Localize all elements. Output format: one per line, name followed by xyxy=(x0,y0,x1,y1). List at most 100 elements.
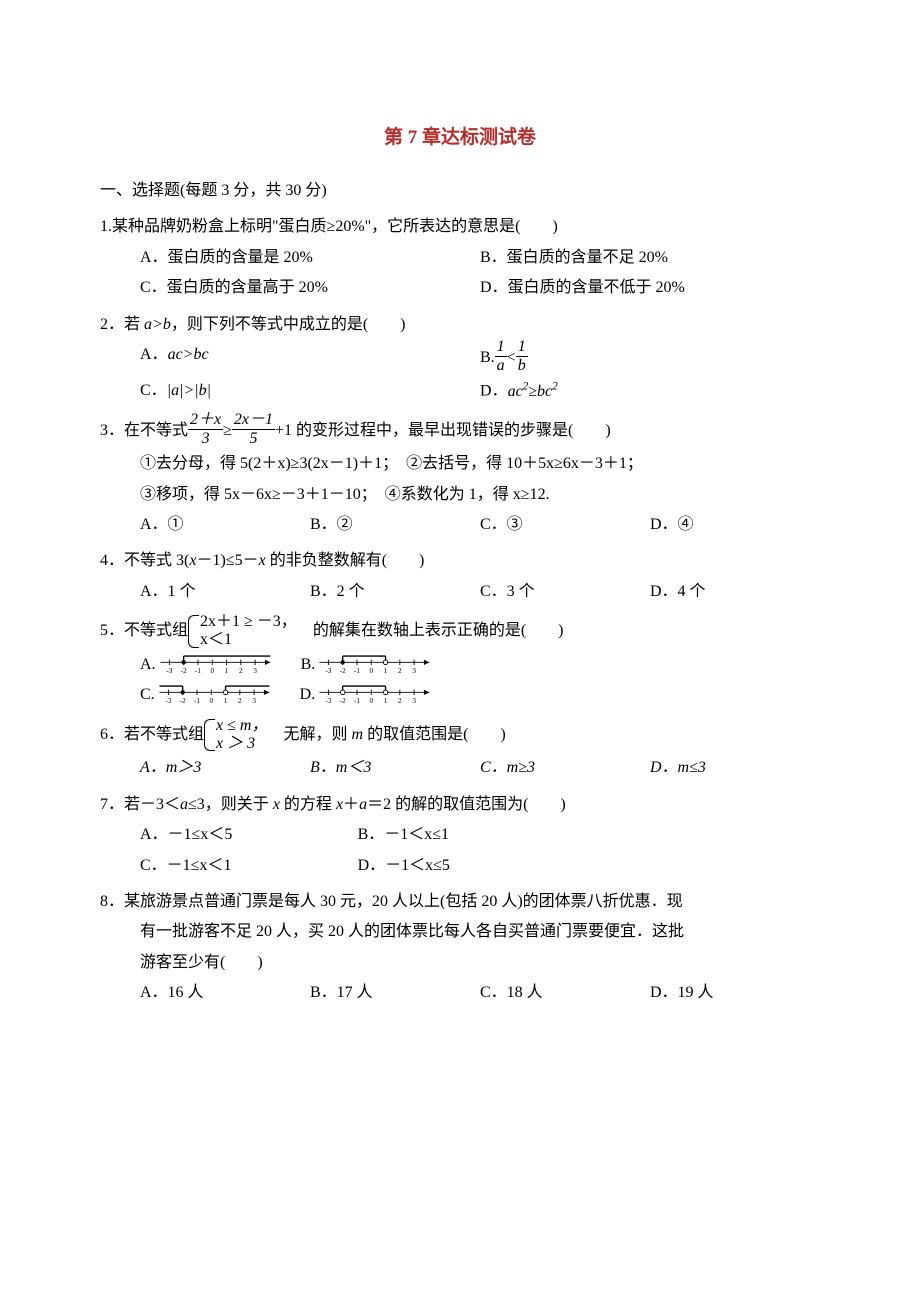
q3-body2: ③移项，得 5x－6x≥－3＋1－10； ④系数化为 1，得 x≥12. xyxy=(100,480,820,510)
q6-pre: 6．若不等式组 xyxy=(100,726,204,743)
q2-c-math: |a|>|b| xyxy=(167,382,211,399)
q1-opts-row1: A．蛋白质的含量是 20% B．蛋白质的含量不足 20% xyxy=(100,243,820,273)
q2-stem: 2．若 a>b，则下列不等式中成立的是( ) xyxy=(100,310,820,340)
svg-text:1: 1 xyxy=(223,697,227,705)
q2-d-pre: D． xyxy=(480,383,508,400)
q5-c-label: C. xyxy=(140,680,155,710)
q2-stem-pre: 2．若 xyxy=(100,316,144,333)
q5-row2: C. -3 -2 -1 0 1 2 3 xyxy=(100,680,820,710)
q3-pre: 3．在不等式 xyxy=(100,422,188,439)
q4-pre: 4．不等式 3(x－1)≤5－x 的非负整数解有( ) xyxy=(100,552,424,569)
q3-opt-b: B．② xyxy=(310,510,480,540)
q6-opts: A．m＞3 B．m＜3 C．m≥3 D．m≤3 xyxy=(100,753,820,783)
svg-text:-3: -3 xyxy=(165,697,171,705)
q2-stem-math: a>b xyxy=(144,316,171,333)
q8-opts: A．16 人 B．17 人 C．18 人 D．19 人 xyxy=(100,978,820,1008)
svg-text:-1: -1 xyxy=(195,667,201,675)
svg-text:0: 0 xyxy=(209,697,213,705)
q3-geq: ≥ xyxy=(223,422,232,439)
svg-text:-3: -3 xyxy=(326,697,332,705)
q5-row1: A. -3 -2 -1 0 1 2 3 B. xyxy=(100,650,820,680)
number-line-d: -3 -2 -1 0 1 2 3 xyxy=(315,681,440,709)
svg-text:3: 3 xyxy=(252,697,256,705)
q5-opt-b: B. -3 -2 -1 0 1 2 3 xyxy=(301,650,441,680)
svg-text:-3: -3 xyxy=(166,667,172,675)
q8-l2: 有一批游客不足 20 人，买 20 人的团体票比每人各自买普通门票要便宜．这批 xyxy=(100,917,820,947)
q7-opt-c: C．－1≤x＜1 xyxy=(140,851,358,881)
page-title: 第 7 章达标测试卷 xyxy=(100,120,820,156)
svg-text:-2: -2 xyxy=(180,667,186,675)
q5-opt-d: D. -3 -2 -1 0 1 2 3 xyxy=(300,680,441,710)
q2-b-frac2: 1b xyxy=(516,338,528,374)
q3-frac2: 2x－15 xyxy=(232,411,275,447)
q6-opt-c: C．m≥3 xyxy=(480,753,650,783)
number-line-b: -3 -2 -1 0 1 2 3 xyxy=(315,651,440,679)
svg-text:1: 1 xyxy=(384,697,388,705)
q6-opt-d: D．m≤3 xyxy=(650,753,820,783)
number-line-a: -3 -2 -1 0 1 2 3 xyxy=(156,651,281,679)
svg-text:2: 2 xyxy=(398,667,402,675)
q1-stem: 1.某种品牌奶粉盒上标明"蛋白质≥20%"，它所表达的意思是( ) xyxy=(100,212,820,242)
q1-opt-b: B．蛋白质的含量不足 20% xyxy=(480,243,820,273)
svg-text:-2: -2 xyxy=(340,697,346,705)
svg-text:-1: -1 xyxy=(354,667,360,675)
svg-text:3: 3 xyxy=(253,667,257,675)
q8-opt-b: B．17 人 xyxy=(310,978,480,1008)
svg-text:-2: -2 xyxy=(179,697,185,705)
q5-d-label: D. xyxy=(300,680,316,710)
q3-opt-a: A．① xyxy=(140,510,310,540)
q1-opt-d: D．蛋白质的含量不低于 20% xyxy=(480,273,820,303)
q2-a-math: ac>bc xyxy=(168,346,209,363)
q8-l1: 8．某旅游景点普通门票是每人 30 元，20 人以上(包括 20 人)的团体票八… xyxy=(100,887,820,917)
svg-text:2: 2 xyxy=(398,697,402,705)
q1-opt-a: A．蛋白质的含量是 20% xyxy=(140,243,480,273)
q2-opt-b: B.1a<1b xyxy=(480,340,820,376)
q6-opt-b: B．m＜3 xyxy=(310,753,480,783)
q8-opt-c: C．18 人 xyxy=(480,978,650,1008)
q4-opt-b: B．2 个 xyxy=(310,577,480,607)
q4-opt-a: A．1 个 xyxy=(140,577,310,607)
q1-opt-c: C．蛋白质的含量高于 20% xyxy=(140,273,480,303)
q2-b-frac1: 1a xyxy=(495,338,507,374)
svg-text:3: 3 xyxy=(413,697,417,705)
q2-opt-a: A．ac>bc xyxy=(140,340,480,376)
svg-text:-1: -1 xyxy=(354,697,360,705)
page: 第 7 章达标测试卷 一、选择题(每题 3 分，共 30 分) 1.某种品牌奶粉… xyxy=(0,0,920,1302)
section-heading: 一、选择题(每题 3 分，共 30 分) xyxy=(100,176,820,206)
q8-opt-a: A．16 人 xyxy=(140,978,310,1008)
svg-text:2: 2 xyxy=(239,667,243,675)
q4-opt-c: C．3 个 xyxy=(480,577,650,607)
q5-opt-c: C. -3 -2 -1 0 1 2 3 xyxy=(140,680,280,710)
q5-a-label: A. xyxy=(140,650,156,680)
q3-opt-c: C．③ xyxy=(480,510,650,540)
q1-opts-row2: C．蛋白质的含量高于 20% D．蛋白质的含量不低于 20% xyxy=(100,273,820,303)
q4-opt-d: D．4 个 xyxy=(650,577,820,607)
q2-a-pre: A． xyxy=(140,346,168,363)
q3-opts: A．① B．② C．③ D．④ xyxy=(100,510,820,540)
q3-stem: 3．在不等式2＋x3≥2x－15+1 的变形过程中，最早出现错误的步骤是( ) xyxy=(100,413,820,449)
q6-opt-a: A．m＞3 xyxy=(140,753,310,783)
q2-b-pre: B. xyxy=(480,349,495,366)
svg-text:-1: -1 xyxy=(194,697,200,705)
q2-opts-row1: A．ac>bc B.1a<1b xyxy=(100,340,820,376)
q2-opt-d: D．ac2≥bc2 xyxy=(480,376,820,407)
q8-opt-d: D．19 人 xyxy=(650,978,820,1008)
q5-post: 的解集在数轴上表示正确的是( ) xyxy=(313,622,564,639)
number-line-c: -3 -2 -1 0 1 2 3 xyxy=(155,681,280,709)
svg-text:0: 0 xyxy=(370,667,374,675)
q5-opt-a: A. -3 -2 -1 0 1 2 3 xyxy=(140,650,281,680)
q2-opts-row2: C．|a|>|b| D．ac2≥bc2 xyxy=(100,376,820,407)
svg-text:1: 1 xyxy=(224,667,228,675)
q3-opt-d: D．④ xyxy=(650,510,820,540)
q5-b-label: B. xyxy=(301,650,316,680)
q8-l3: 游客至少有( ) xyxy=(100,948,820,978)
q7-opts-row1: A．－1≤x＜5 B．－1＜x≤1 xyxy=(100,820,820,850)
q3-frac1: 2＋x3 xyxy=(188,411,223,447)
svg-text:-3: -3 xyxy=(326,667,332,675)
q7-text: 7．若－3＜a≤3，则关于 x 的方程 x＋a＝2 的解的取值范围为( ) xyxy=(100,796,566,813)
svg-text:0: 0 xyxy=(210,667,214,675)
q7-stem: 7．若－3＜a≤3，则关于 x 的方程 x＋a＝2 的解的取值范围为( ) xyxy=(100,790,820,820)
q7-opt-b: B．－1＜x≤1 xyxy=(358,820,698,850)
svg-text:-2: -2 xyxy=(340,667,346,675)
svg-text:0: 0 xyxy=(370,697,374,705)
